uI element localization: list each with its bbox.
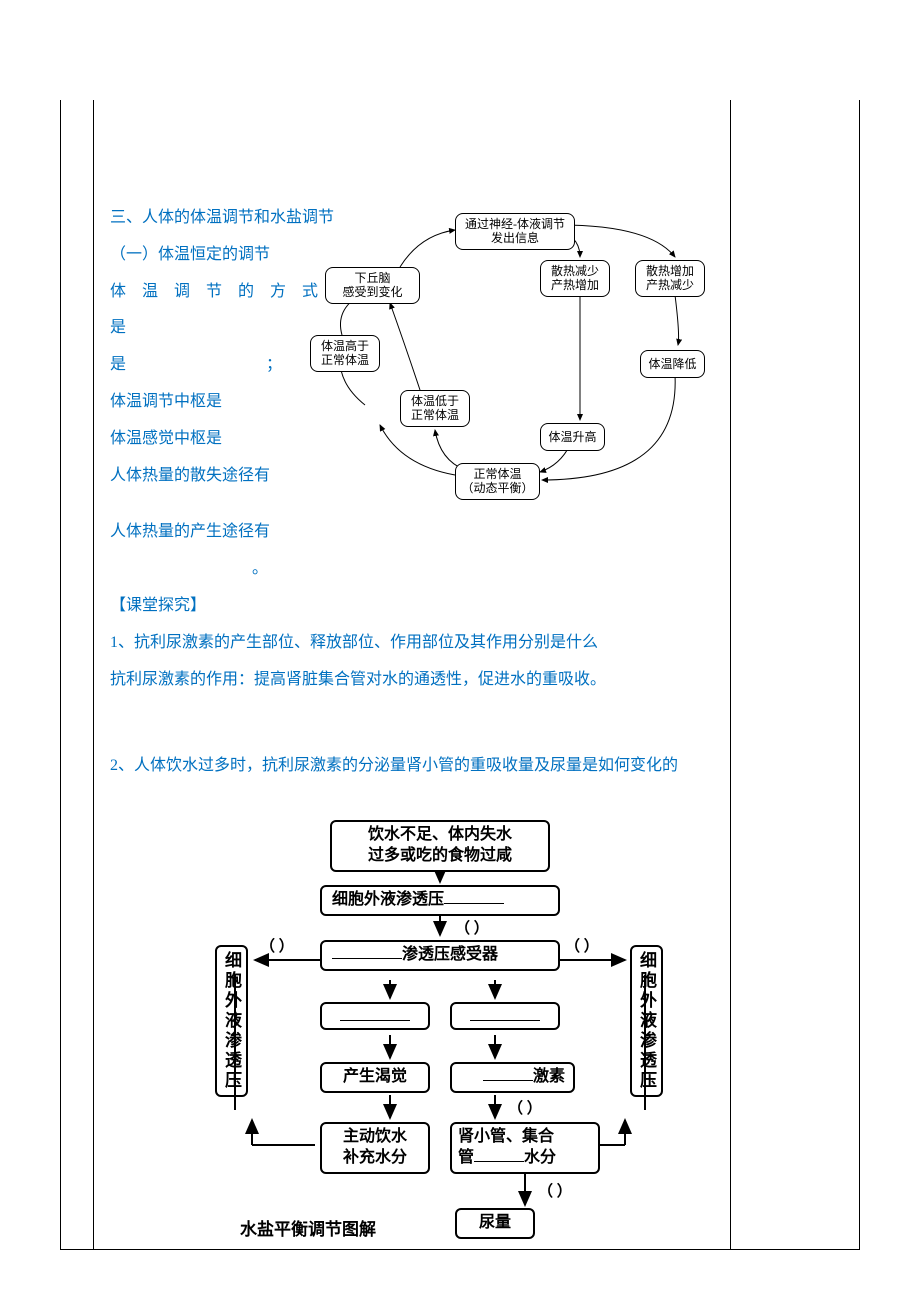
diag1-node-normal: 正常体温（动态平衡） <box>455 463 540 500</box>
diag1-node-drop: 体温降低 <box>640 350 705 378</box>
diag2-paren-3: （ ） <box>565 935 599 956</box>
diag2-node-urine: 尿量 <box>455 1208 535 1239</box>
inquiry-q1-line1: 1、抗利尿激素的产生部位、释放部位、作用部位及其作用分别是什么 <box>110 625 710 662</box>
diag2-node-osmotic-pressure: 细胞外液渗透压 <box>320 885 560 916</box>
water-salt-balance-diagram: 饮水不足、体内失水过多或吃的食物过咸 细胞外液渗透压 （ ） 渗透压感受器 （ … <box>120 820 720 1240</box>
period-line: 。 <box>110 551 410 588</box>
diag2-caption: 水盐平衡调节图解 <box>240 1215 376 1240</box>
diag2-paren-1: （ ） <box>455 917 489 938</box>
fill-line-5: 人体热量的产生途径有 <box>110 514 710 551</box>
diag2-node-thirst: 产生渴觉 <box>320 1062 430 1093</box>
diag2-side-right: 细胞外液渗透压 <box>630 945 663 1097</box>
diag2-node-drink-insufficient: 饮水不足、体内失水过多或吃的食物过咸 <box>330 820 550 872</box>
diag2-node-hormone: 激素 <box>450 1062 575 1093</box>
diag1-node-more-dissipation: 散热增加产热减少 <box>635 260 705 297</box>
diag1-node-hypothalamus: 下丘脑感受到变化 <box>325 267 420 304</box>
temperature-regulation-diagram: 通过神经-体液调节发出信息 下丘脑感受到变化 散热减少产热增加 散热增加产热减少… <box>280 195 720 505</box>
diag2-node-drink-water: 主动饮水补充水分 <box>320 1122 430 1174</box>
right-column-divider <box>730 100 731 1250</box>
diag1-node-high-temp: 体温高于正常体温 <box>310 335 380 372</box>
diag2-node-blank-left <box>320 1002 430 1030</box>
diag1-node-top: 通过神经-体液调节发出信息 <box>455 213 575 250</box>
diag2-paren-2: （ ） <box>260 935 294 956</box>
diag1-node-rise: 体温升高 <box>540 423 605 451</box>
diag2-paren-5: （ ） <box>538 1180 572 1201</box>
inquiry-q2: 2、人体饮水过多时，抗利尿激素的分泌量肾小管的重吸收量及尿量是如何变化的 <box>110 748 710 785</box>
diag1-node-low-temp: 体温低于正常体温 <box>400 390 470 427</box>
diag1-node-less-dissipation: 散热减少产热增加 <box>540 260 610 297</box>
inquiry-q1-line2: 抗利尿激素的作用：提高肾脏集合管对水的通透性，促进水的重吸收。 <box>110 662 710 699</box>
inquiry-header: 【课堂探究】 <box>110 588 710 625</box>
diag2-node-blank-right <box>450 1002 560 1030</box>
diag2-node-renal-tubule: 肾小管、集合管水分 <box>450 1122 600 1174</box>
diag2-paren-4: （ ） <box>508 1097 542 1118</box>
diag2-node-osmoreceptor: 渗透压感受器 <box>320 940 560 971</box>
diag2-side-left: 细胞外液渗透压 <box>215 945 248 1097</box>
left-column-divider <box>93 100 94 1250</box>
